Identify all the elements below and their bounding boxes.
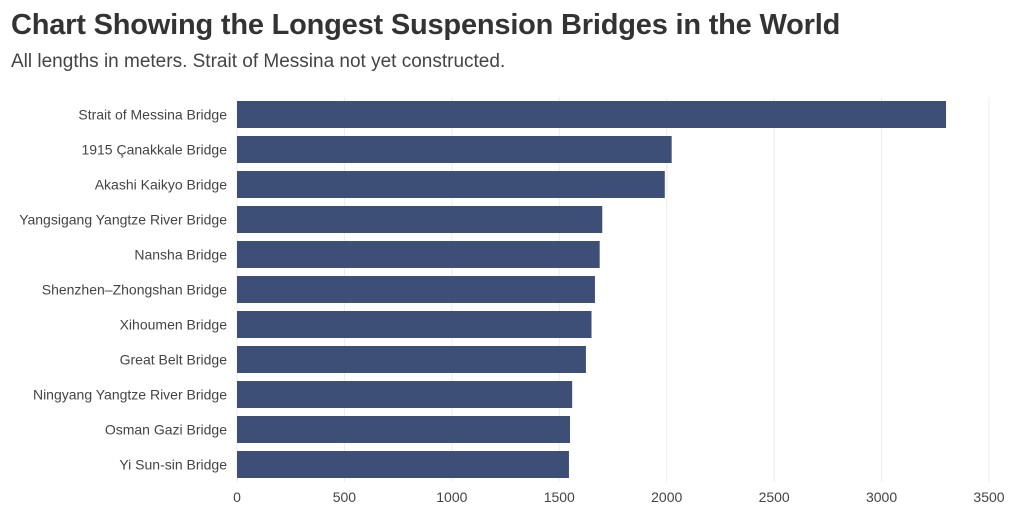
bar xyxy=(237,381,573,408)
x-tick-label: 2000 xyxy=(651,489,682,505)
bar xyxy=(237,311,592,338)
bar xyxy=(237,451,569,478)
bar xyxy=(237,276,595,303)
x-tick-label: 3500 xyxy=(973,489,1004,505)
x-tick-label: 2500 xyxy=(759,489,790,505)
bars xyxy=(237,101,947,478)
x-tick-label: 1000 xyxy=(436,489,467,505)
bar xyxy=(237,346,586,373)
bar xyxy=(237,101,947,128)
category-labels: Strait of Messina Bridge 1915 Çanakkale B… xyxy=(19,107,227,473)
chart-subtitle: All lengths in meters. Strait of Messina… xyxy=(11,51,506,72)
category-label: Ningyang Yangtze River Bridge xyxy=(33,387,227,403)
x-tick-label: 3000 xyxy=(866,489,897,505)
bar xyxy=(237,416,571,443)
category-label: Xihoumen Bridge xyxy=(120,317,228,333)
bar xyxy=(237,171,665,198)
x-axis-ticks: 0 500 1000 1500 2000 2500 3000 3500 xyxy=(233,489,1005,505)
category-label: Nansha Bridge xyxy=(134,247,227,263)
category-label: Osman Gazi Bridge xyxy=(105,422,227,438)
category-label: Yi Sun-sin Bridge xyxy=(119,457,227,473)
category-label: Akashi Kaikyo Bridge xyxy=(95,177,228,193)
bar xyxy=(237,136,672,163)
category-label: 1915 Çanakkale Bridge xyxy=(81,142,227,158)
x-tick-label: 500 xyxy=(333,489,357,505)
category-label: Strait of Messina Bridge xyxy=(78,107,227,123)
x-tick-label: 0 xyxy=(233,489,241,505)
category-label: Great Belt Bridge xyxy=(120,352,228,368)
chart-title: Chart Showing the Longest Suspension Bri… xyxy=(11,9,841,41)
category-label: Shenzhen–Zhongshan Bridge xyxy=(42,282,227,298)
category-label: Yangsigang Yangtze River Bridge xyxy=(19,212,227,228)
x-tick-label: 1500 xyxy=(544,489,575,505)
bar xyxy=(237,241,600,268)
bar xyxy=(237,206,603,233)
